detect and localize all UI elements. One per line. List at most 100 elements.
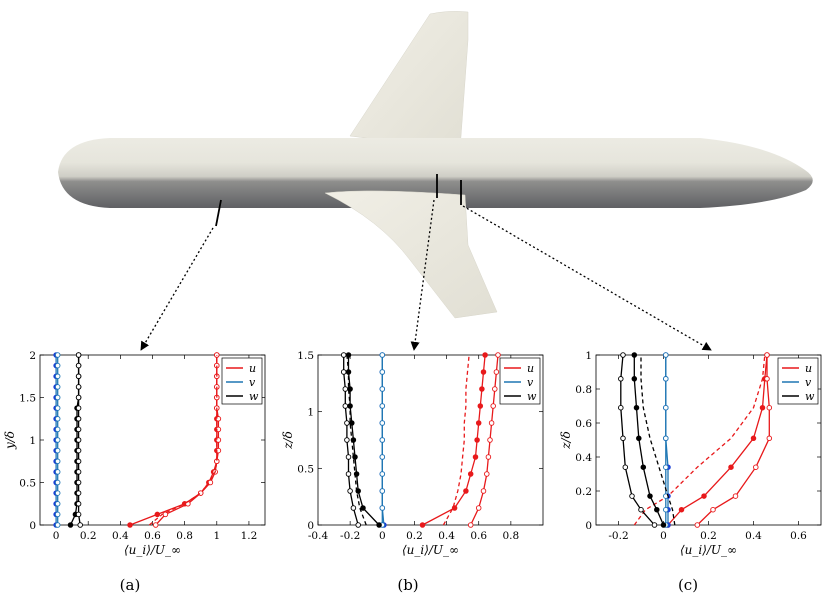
x-axis-label: ⟨u_i⟩/U_∞	[124, 543, 181, 557]
series-w-dashed	[640, 355, 676, 526]
data-point	[631, 376, 638, 382]
pointer-arrows	[140, 199, 712, 351]
data-point	[732, 493, 739, 499]
y-tick-label: 0.6	[575, 418, 592, 430]
series-w-dashed	[346, 354, 367, 526]
y-tick-label: 0.5	[297, 463, 314, 475]
data-point	[750, 435, 757, 442]
legend: uvw	[221, 357, 263, 405]
data-point	[480, 369, 487, 375]
data-point	[475, 420, 482, 426]
legend-label: u	[527, 362, 534, 375]
data-point	[663, 376, 669, 382]
data-point	[340, 352, 347, 358]
series-w-open	[75, 352, 83, 528]
x-tick-label: 1	[213, 530, 220, 542]
x-tick-label: 0.2	[80, 530, 97, 542]
data-point	[154, 511, 161, 518]
y-tick-label: 0	[585, 520, 592, 532]
data-point	[710, 506, 716, 513]
data-point	[490, 403, 496, 409]
data-point	[663, 404, 669, 411]
data-point	[631, 352, 638, 358]
data-point	[620, 352, 626, 358]
legend-label: v	[527, 376, 534, 389]
data-point	[75, 469, 82, 475]
chart-panel-3: -0.2 0 0.2 0.4 0.6 0 0.2 0.4 0.6 0.8 1 ⟨u_i⟩/U_∞ z/δ…	[559, 350, 822, 557]
data-point	[379, 488, 386, 494]
data-point	[376, 522, 382, 528]
y-tick-label: 1.5	[297, 350, 314, 362]
data-point	[474, 437, 480, 443]
x-tick-label: 0.8	[176, 530, 193, 542]
data-point	[350, 505, 357, 511]
data-point	[355, 522, 361, 528]
probe-line-a	[215, 199, 222, 227]
series-line	[346, 354, 367, 526]
x-tick-label: -0.2	[340, 530, 360, 542]
data-point	[75, 394, 82, 401]
y-tick-label: 2	[29, 350, 36, 362]
data-point	[463, 488, 469, 494]
lower-wing	[324, 190, 498, 319]
data-point	[419, 522, 426, 528]
legend-label: v	[805, 376, 812, 389]
data-point	[764, 352, 770, 358]
data-point	[75, 373, 82, 380]
data-point	[54, 458, 61, 465]
data-point	[495, 352, 501, 358]
y-axis-label: y/δ	[3, 431, 17, 450]
y-tick-label: 0.4	[575, 452, 592, 464]
data-point	[451, 505, 458, 511]
data-point	[127, 522, 133, 528]
data-point	[766, 404, 773, 411]
data-point	[54, 352, 61, 358]
data-point	[479, 386, 485, 392]
data-point	[54, 447, 61, 454]
series-line	[442, 354, 470, 526]
aircraft-model	[58, 11, 813, 319]
data-point	[152, 522, 159, 528]
y-tick-label: 0.8	[575, 384, 592, 396]
y-tick-label: 1.5	[19, 393, 36, 405]
y-axis-label: z/δ	[281, 431, 295, 450]
data-point	[54, 479, 61, 486]
data-point	[660, 522, 667, 528]
series-line	[148, 355, 218, 526]
series-u-filled	[419, 352, 488, 528]
data-point	[54, 384, 61, 390]
data-point	[75, 458, 82, 465]
data-point	[379, 369, 386, 375]
data-point	[485, 454, 492, 460]
x-tick-label: 0	[53, 530, 60, 542]
legend-label: w	[249, 390, 259, 403]
data-point	[622, 464, 629, 470]
data-point	[67, 522, 74, 528]
y-tick-label: 1	[307, 407, 314, 419]
data-point	[640, 464, 647, 470]
x-tick-label: 0.6	[144, 530, 161, 542]
data-point	[487, 437, 493, 443]
data-point	[663, 464, 669, 470]
data-point	[75, 447, 82, 454]
x-tick-label: 0.2	[406, 530, 423, 542]
data-point	[484, 471, 490, 477]
data-point	[638, 506, 644, 513]
data-point	[467, 471, 474, 477]
series-w-open	[340, 352, 361, 528]
y-axis-label: z/δ	[559, 431, 573, 450]
y-tick-label: 1	[29, 435, 36, 447]
data-point	[475, 505, 482, 511]
x-tick-label: 0.6	[790, 530, 807, 542]
data-point	[75, 405, 82, 411]
data-point	[54, 373, 61, 380]
legend-label: u	[249, 362, 256, 375]
data-point	[482, 352, 488, 358]
data-point	[472, 454, 479, 460]
chart-panel-2: -0.4 -0.2 0 0.2 0.4 0.6 0.8 0 0.5 1 1.5 ⟨u_i⟩/U_∞ z/…	[281, 350, 544, 557]
series-line	[667, 354, 768, 526]
x-tick-label: 0.4	[745, 530, 762, 542]
x-tick-label: 0.8	[503, 530, 520, 542]
pointer-arrow-c	[462, 205, 712, 351]
